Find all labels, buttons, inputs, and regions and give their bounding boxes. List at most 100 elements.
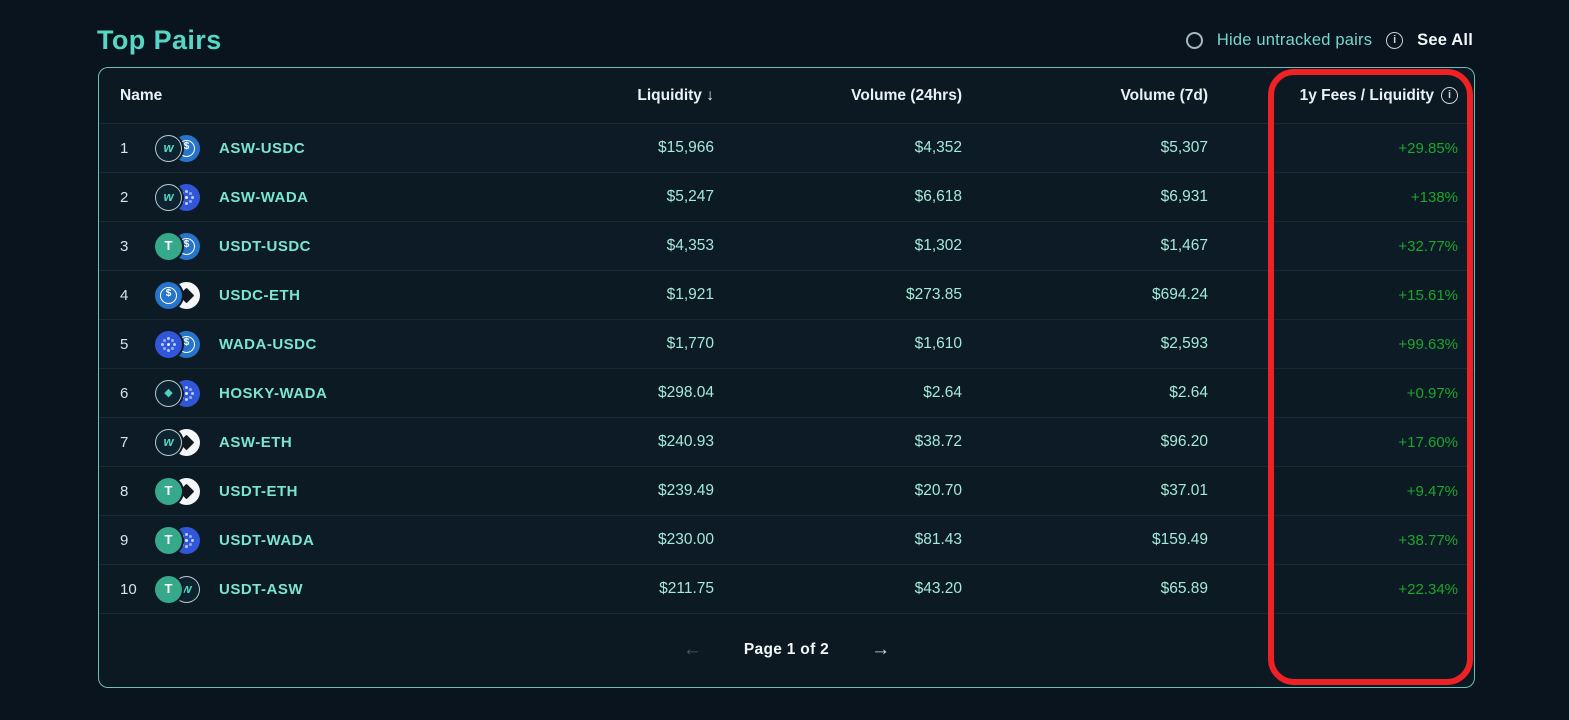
volume-7d-value: $96.20 <box>1160 433 1208 450</box>
page-indicator: Page 1 of 2 <box>743 641 830 658</box>
row-rank: 7 <box>120 433 129 451</box>
row-rank: 1 <box>120 139 129 157</box>
pair-name: USDT-ETH <box>219 482 298 500</box>
volume-7d-value: $2,593 <box>1160 335 1208 352</box>
row-rank: 8 <box>120 482 129 500</box>
table-row[interactable]: 10 USDT-ASW $211.75 $43.20 $65.89 +22.34… <box>99 565 1474 614</box>
row-rank: 9 <box>120 531 129 549</box>
info-icon[interactable]: i <box>1386 31 1404 49</box>
column-header-liquidity[interactable]: Liquidity ↓ <box>637 86 714 104</box>
pair-icons <box>155 477 219 505</box>
table-row[interactable]: 8 USDT-ETH $239.49 $20.70 $37.01 +9.47% <box>99 467 1474 516</box>
pair-icons <box>155 232 219 260</box>
volume-24h-value: $81.43 <box>914 531 962 548</box>
liquidity-value: $4,353 <box>666 237 714 254</box>
pair-icons <box>155 330 219 358</box>
column-header-volume-24h[interactable]: Volume (24hrs) <box>851 86 962 104</box>
volume-24h-value: $1,610 <box>914 335 962 352</box>
asw-coin-icon <box>155 183 182 211</box>
fees-liquidity-value: +32.77% <box>1398 237 1458 255</box>
top-bar: Top Pairs Hide untracked pairs i See All <box>97 20 1473 60</box>
table-row[interactable]: 1 ASW-USDC $15,966 $4,352 $5,307 +29.85% <box>99 124 1474 173</box>
next-page-arrow-icon[interactable]: → <box>871 639 891 660</box>
table-row[interactable]: 4 USDC-ETH $1,921 $273.85 $694.24 +15.61… <box>99 271 1474 320</box>
pagination: ← Page 1 of 2 → <box>99 613 1474 687</box>
volume-24h-value: $43.20 <box>914 580 962 597</box>
previous-page-arrow-icon[interactable]: ← <box>682 639 702 660</box>
fees-liquidity-value: +29.85% <box>1398 139 1458 157</box>
pair-icons <box>155 183 219 211</box>
wada-coin-icon <box>155 330 182 358</box>
table-row[interactable]: 5 WADA-USDC $1,770 $1,610 $2,593 +99.63% <box>99 320 1474 369</box>
pair-icons <box>155 526 219 554</box>
liquidity-value: $298.04 <box>657 384 714 401</box>
column-header-volume-7d[interactable]: Volume (7d) <box>1120 86 1208 104</box>
liquidity-value: $1,770 <box>666 335 714 352</box>
fees-liquidity-value: +0.97% <box>1406 384 1458 402</box>
liquidity-value: $1,921 <box>666 286 714 303</box>
hide-untracked-toggle[interactable] <box>1185 31 1203 49</box>
fees-liquidity-value: +17.60% <box>1398 433 1458 451</box>
volume-7d-value: $694.24 <box>1151 286 1208 303</box>
pair-name: USDT-WADA <box>219 531 315 549</box>
usdt-coin-icon <box>155 232 182 260</box>
pair-name: HOSKY-WADA <box>219 384 328 402</box>
usdc-coin-icon <box>155 281 182 309</box>
table-row[interactable]: 2 ASW-WADA $5,247 $6,618 $6,931 +138% <box>99 173 1474 222</box>
see-all-link[interactable]: See All <box>1417 30 1473 49</box>
row-rank: 6 <box>120 384 129 402</box>
asw-coin-icon <box>155 134 182 162</box>
liquidity-value: $239.49 <box>657 482 714 499</box>
volume-7d-value: $37.01 <box>1160 482 1208 499</box>
pair-name: USDT-USDC <box>219 237 312 255</box>
table-row[interactable]: 6 HOSKY-WADA $298.04 $2.64 $2.64 +0.97% <box>99 369 1474 418</box>
pair-icons <box>155 134 219 162</box>
asw-coin-icon <box>155 428 182 456</box>
column-header-fees-liquidity[interactable]: 1y Fees / Liquidity i <box>1208 87 1458 105</box>
volume-7d-value: $5,307 <box>1160 139 1208 156</box>
row-rank: 3 <box>120 237 129 255</box>
liquidity-value: $15,966 <box>657 139 714 156</box>
usdt-coin-icon <box>155 575 182 603</box>
pair-name: WADA-USDC <box>219 335 317 353</box>
fees-liquidity-value: +15.61% <box>1398 286 1458 304</box>
pair-icons <box>155 379 219 407</box>
top-controls: Hide untracked pairs i See All <box>1185 30 1473 50</box>
volume-24h-value: $2.64 <box>923 384 962 401</box>
column-header-fees-label: 1y Fees / Liquidity <box>1299 86 1434 104</box>
volume-24h-value: $1,302 <box>914 237 962 254</box>
pair-icons <box>155 575 219 603</box>
pair-icons <box>155 281 219 309</box>
row-rank: 4 <box>120 286 129 304</box>
liquidity-value: $211.75 <box>659 580 714 597</box>
volume-24h-value: $273.85 <box>905 286 962 303</box>
pair-name: USDT-ASW <box>219 580 303 598</box>
table-row[interactable]: 3 USDT-USDC $4,353 $1,302 $1,467 +32.77% <box>99 222 1474 271</box>
liquidity-value: $230.00 <box>657 531 714 548</box>
fees-liquidity-value: +99.63% <box>1398 335 1458 353</box>
pair-icons <box>155 428 219 456</box>
usdt-coin-icon <box>155 526 182 554</box>
volume-24h-value: $38.72 <box>914 433 962 450</box>
volume-24h-value: $4,352 <box>914 139 962 156</box>
row-rank: 5 <box>120 335 129 353</box>
hide-untracked-label[interactable]: Hide untracked pairs <box>1216 30 1373 49</box>
fees-info-icon[interactable]: i <box>1441 87 1458 104</box>
volume-7d-value: $65.89 <box>1160 580 1208 597</box>
top-pairs-table: Name Liquidity ↓ Volume (24hrs) Volume (… <box>98 67 1475 688</box>
volume-7d-value: $6,931 <box>1160 188 1208 205</box>
pair-name: ASW-ETH <box>219 433 293 451</box>
liquidity-value: $5,247 <box>666 188 714 205</box>
hosky-coin-icon <box>155 379 182 407</box>
pair-name: ASW-USDC <box>219 139 306 157</box>
fees-liquidity-value: +138% <box>1410 188 1458 206</box>
volume-24h-value: $20.70 <box>914 482 962 499</box>
table-row[interactable]: 7 ASW-ETH $240.93 $38.72 $96.20 +17.60% <box>99 418 1474 467</box>
fees-liquidity-value: +9.47% <box>1406 482 1458 500</box>
fees-liquidity-value: +38.77% <box>1398 531 1458 549</box>
column-header-name: Name <box>120 86 163 104</box>
pair-name: ASW-WADA <box>219 188 309 206</box>
fees-liquidity-value: +22.34% <box>1398 580 1458 598</box>
table-header-row: Name Liquidity ↓ Volume (24hrs) Volume (… <box>99 68 1474 124</box>
table-row[interactable]: 9 USDT-WADA $230.00 $81.43 $159.49 +38.7… <box>99 516 1474 565</box>
